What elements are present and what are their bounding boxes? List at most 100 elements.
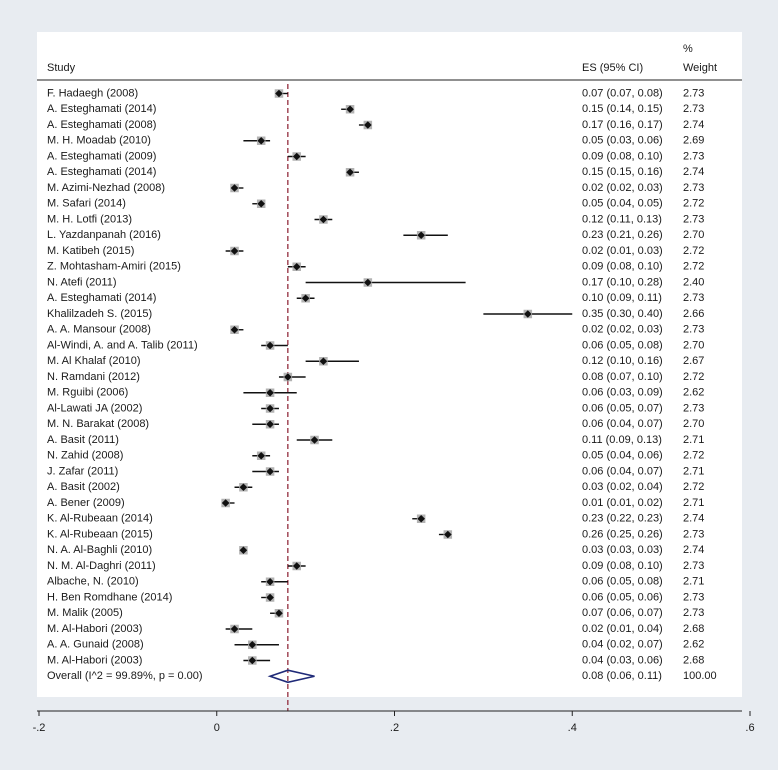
- study-label: M. H. Lotfi (2013): [47, 213, 132, 225]
- study-label: F. Hadaegh (2008): [47, 87, 138, 99]
- es-value: 0.06 (0.04, 0.07): [582, 418, 663, 430]
- header-weight-percent: %: [683, 43, 693, 55]
- weight-value: 2.73: [683, 560, 704, 572]
- es-value: 0.17 (0.10, 0.28): [582, 276, 663, 288]
- es-value: 0.15 (0.14, 0.15): [582, 103, 663, 115]
- study-label: K. Al-Rubeaan (2015): [47, 528, 153, 540]
- es-value: 0.23 (0.22, 0.23): [582, 513, 663, 525]
- x-tick-label: 0: [214, 722, 220, 734]
- es-value: 0.23 (0.21, 0.26): [582, 229, 663, 241]
- point-estimate: [292, 152, 301, 161]
- point-estimate: [230, 625, 239, 633]
- weight-value: 2.74: [683, 119, 704, 131]
- point-estimate: [266, 593, 274, 602]
- study-label: A. Esteghamati (2014): [47, 166, 156, 178]
- header-study: Study: [47, 62, 76, 74]
- study-label: A. Esteghamati (2009): [47, 150, 156, 162]
- point-estimate: [230, 184, 239, 192]
- study-label: A. Bener (2009): [47, 497, 125, 509]
- point-estimate: [230, 325, 239, 334]
- point-estimate: [364, 121, 372, 129]
- point-estimate: [266, 420, 274, 429]
- study-label: A. A. Gunaid (2008): [47, 639, 144, 651]
- weight-value: 2.74: [683, 513, 704, 525]
- study-label: A. Esteghamati (2014): [47, 292, 156, 304]
- header-es: ES (95% CI): [582, 62, 643, 74]
- study-label: M. Al-Habori (2003): [47, 654, 142, 666]
- weight-value: 2.66: [683, 308, 704, 320]
- plot-panel: [37, 32, 742, 697]
- point-estimate: [524, 310, 532, 318]
- es-value: 0.26 (0.25, 0.26): [582, 528, 663, 540]
- es-value: 0.09 (0.08, 0.10): [582, 560, 663, 572]
- es-value: 0.01 (0.01, 0.02): [582, 497, 663, 509]
- es-value: 0.05 (0.04, 0.06): [582, 450, 663, 462]
- point-estimate: [266, 388, 274, 397]
- point-estimate: [301, 294, 310, 303]
- study-label: A. Basit (2011): [47, 434, 119, 446]
- weight-value: 2.62: [683, 387, 704, 399]
- point-estimate: [417, 514, 425, 523]
- weight-value: 2.71: [683, 497, 704, 509]
- es-value: 0.12 (0.11, 0.13): [582, 213, 662, 225]
- study-label: N. M. Al-Daghri (2011): [47, 560, 156, 572]
- study-label: Z. Mohtasham-Amiri (2015): [47, 261, 181, 273]
- study-label: H. Ben Romdhane (2014): [47, 591, 172, 603]
- study-label: A. Esteghamati (2008): [47, 119, 156, 131]
- es-value: 0.02 (0.01, 0.03): [582, 245, 663, 257]
- study-label: N. A. Al-Baghli (2010): [47, 544, 152, 556]
- weight-value: 2.71: [683, 576, 704, 588]
- es-value: 0.06 (0.04, 0.07): [582, 465, 663, 477]
- point-estimate: [275, 89, 283, 98]
- point-estimate: [284, 373, 292, 381]
- weight-value: 2.73: [683, 213, 704, 225]
- study-label: M. Katibeh (2015): [47, 245, 134, 257]
- point-estimate: [275, 609, 283, 618]
- x-tick-label: .4: [568, 722, 577, 734]
- point-estimate: [257, 199, 265, 208]
- es-value: 0.08 (0.07, 0.10): [582, 371, 663, 383]
- study-label: Albache, N. (2010): [47, 576, 139, 588]
- study-label: N. Zahid (2008): [47, 450, 123, 462]
- x-tick-label: -.2: [33, 722, 46, 734]
- study-label: M. H. Moadab (2010): [47, 135, 151, 147]
- study-label: M. Safari (2014): [47, 198, 126, 210]
- overall-diamond: [267, 669, 315, 684]
- point-estimate: [310, 436, 319, 444]
- es-value: 0.03 (0.03, 0.03): [582, 544, 663, 556]
- es-value: 0.02 (0.02, 0.03): [582, 182, 663, 194]
- point-estimate: [239, 483, 248, 492]
- es-value: 0.09 (0.08, 0.10): [582, 261, 663, 273]
- es-value: 0.17 (0.16, 0.17): [582, 119, 663, 131]
- point-estimate: [292, 262, 301, 271]
- weight-value: 2.73: [683, 591, 704, 603]
- x-tick-label: .2: [390, 722, 399, 734]
- es-value: 0.09 (0.08, 0.10): [582, 150, 663, 162]
- point-estimate: [230, 247, 239, 255]
- weight-value: 2.72: [683, 371, 704, 383]
- study-label: Al-Lawati JA (2002): [47, 402, 142, 414]
- study-label: A. Basit (2002): [47, 481, 120, 493]
- study-label: J. Zafar (2011): [47, 465, 118, 477]
- point-estimate: [319, 357, 328, 366]
- es-value: 0.15 (0.15, 0.16): [582, 166, 663, 178]
- es-value: 0.06 (0.05, 0.08): [582, 339, 663, 351]
- es-value: 0.02 (0.01, 0.04): [582, 623, 663, 635]
- study-label: A. Esteghamati (2014): [47, 103, 156, 115]
- overall-label: Overall (I^2 = 99.89%, p = 0.00): [47, 670, 203, 682]
- weight-value: 2.73: [683, 292, 704, 304]
- study-label: L. Yazdanpanah (2016): [47, 229, 161, 241]
- es-value: 0.07 (0.06, 0.07): [582, 607, 663, 619]
- weight-value: 2.73: [683, 87, 704, 99]
- study-label: M. Azimi-Nezhad (2008): [47, 182, 165, 194]
- point-estimate: [364, 278, 372, 287]
- weight-value: 2.67: [683, 355, 704, 367]
- study-label: M. Malik (2005): [47, 607, 123, 619]
- es-value: 0.06 (0.05, 0.06): [582, 591, 663, 603]
- es-value: 0.06 (0.05, 0.07): [582, 402, 663, 414]
- point-estimate: [257, 136, 265, 145]
- es-value: 0.03 (0.02, 0.04): [582, 481, 663, 493]
- weight-value: 2.73: [683, 607, 704, 619]
